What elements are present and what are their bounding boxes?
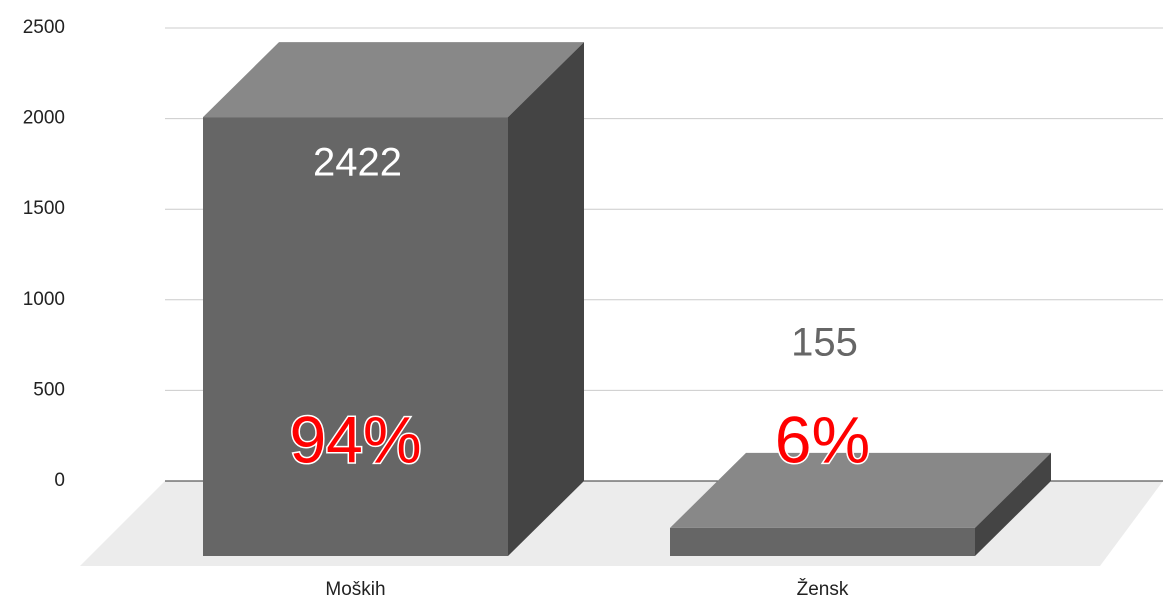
bar-top: [670, 452, 1051, 528]
bar-side: [508, 42, 584, 556]
x-tick-label: Žensk: [797, 578, 849, 600]
bar-top: [203, 42, 584, 118]
bar-side: [975, 452, 1051, 556]
bar: [203, 117, 508, 556]
y-tick-label: 0: [54, 470, 65, 491]
annotation: 94%: [289, 402, 421, 476]
value-label: 2422: [313, 141, 402, 185]
y-tick-label: 1000: [23, 289, 65, 310]
annotation: 6%: [775, 402, 870, 476]
bar: [670, 527, 975, 556]
y-tick-label: 2000: [23, 108, 65, 129]
y-tick-label: 2500: [23, 17, 65, 38]
x-tick-label: Moških: [325, 579, 385, 600]
y-tick-label: 1500: [23, 198, 65, 219]
y-tick-label: 500: [33, 379, 65, 400]
value-label: 155: [791, 320, 858, 364]
